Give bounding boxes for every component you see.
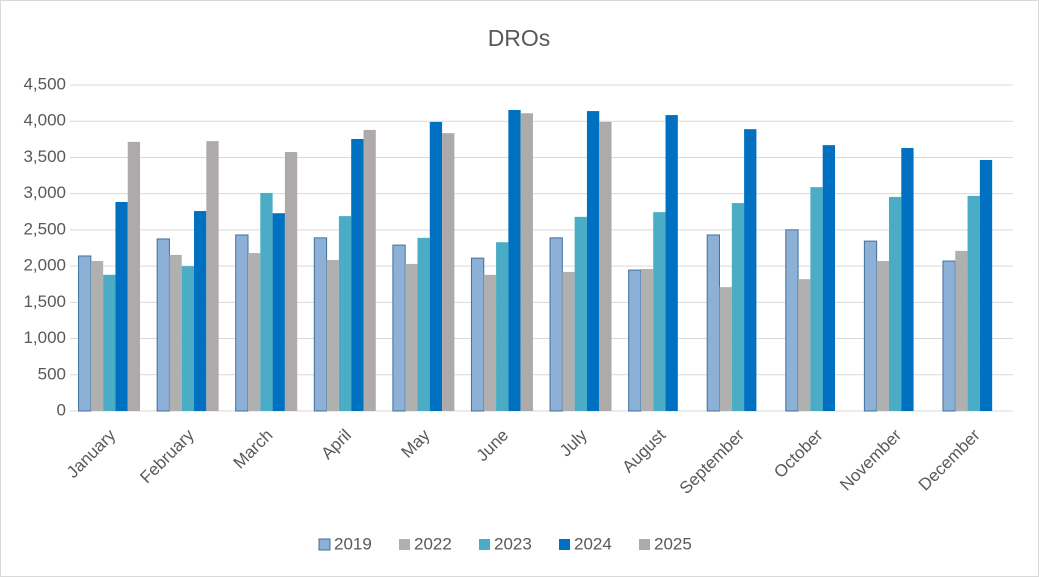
bar [338, 216, 352, 411]
legend-label: 2024 [574, 534, 612, 553]
bar [586, 111, 600, 411]
bar [888, 196, 902, 411]
bar [78, 255, 92, 412]
bar [574, 216, 587, 411]
chart-title: DROs [488, 25, 551, 51]
bar [156, 238, 170, 412]
bar [508, 109, 521, 411]
bar [599, 121, 612, 412]
bar [351, 138, 364, 411]
bar [731, 203, 745, 411]
bar [442, 133, 455, 412]
bar [979, 159, 993, 411]
bar [876, 261, 889, 411]
bar [313, 237, 328, 412]
y-tick-label: 2,000 [23, 256, 66, 275]
y-tick-label: 0 [57, 400, 66, 419]
y-tick-label: 500 [38, 364, 66, 383]
bar [470, 257, 485, 412]
bar [194, 211, 207, 411]
bar [653, 212, 666, 411]
bar [640, 269, 654, 411]
bar [248, 253, 261, 411]
bar [429, 121, 443, 412]
y-tick-label: 1,500 [23, 292, 66, 311]
bar [706, 234, 721, 412]
legend-label: 2022 [414, 534, 452, 553]
bar [392, 244, 406, 412]
bar [483, 274, 497, 411]
bar [115, 201, 128, 411]
legend-label: 2023 [494, 534, 532, 553]
bar [810, 187, 823, 411]
y-tick-label: 4,000 [23, 111, 66, 130]
bar [798, 279, 811, 411]
legend-swatch [479, 539, 490, 550]
bar [169, 254, 182, 411]
legend-label: 2025 [654, 534, 692, 553]
y-tick-label: 1,000 [23, 328, 66, 347]
bar [562, 271, 575, 411]
bar [863, 240, 878, 412]
bar [326, 259, 339, 411]
bar [822, 145, 835, 411]
bar [719, 287, 732, 411]
y-tick-label: 2,500 [23, 219, 66, 238]
bar [103, 274, 116, 411]
bar [272, 213, 285, 411]
bar [405, 263, 418, 411]
bar [785, 229, 799, 412]
bar [181, 266, 195, 411]
bar [520, 113, 533, 412]
bar [967, 195, 980, 411]
y-tick-label: 3,500 [23, 147, 66, 166]
y-tick-label: 3,000 [23, 183, 66, 202]
bar [744, 129, 757, 412]
bar [206, 141, 219, 411]
bar [955, 250, 968, 411]
bar [665, 115, 678, 411]
legend-swatch [399, 539, 410, 550]
bar [235, 234, 249, 412]
bar [901, 148, 914, 411]
bar [549, 237, 563, 412]
bar [417, 237, 430, 411]
y-tick-label: 4,500 [23, 74, 66, 93]
bar [90, 261, 104, 411]
bar [496, 242, 509, 411]
bar [942, 260, 956, 412]
legend-swatch [639, 539, 650, 550]
bar [363, 129, 376, 411]
legend-swatch [318, 538, 331, 551]
bar [127, 141, 141, 411]
bar [260, 192, 273, 411]
legend-swatch [559, 539, 570, 550]
bar [284, 152, 298, 411]
legend-label: 2019 [334, 534, 372, 553]
bar [628, 269, 642, 412]
